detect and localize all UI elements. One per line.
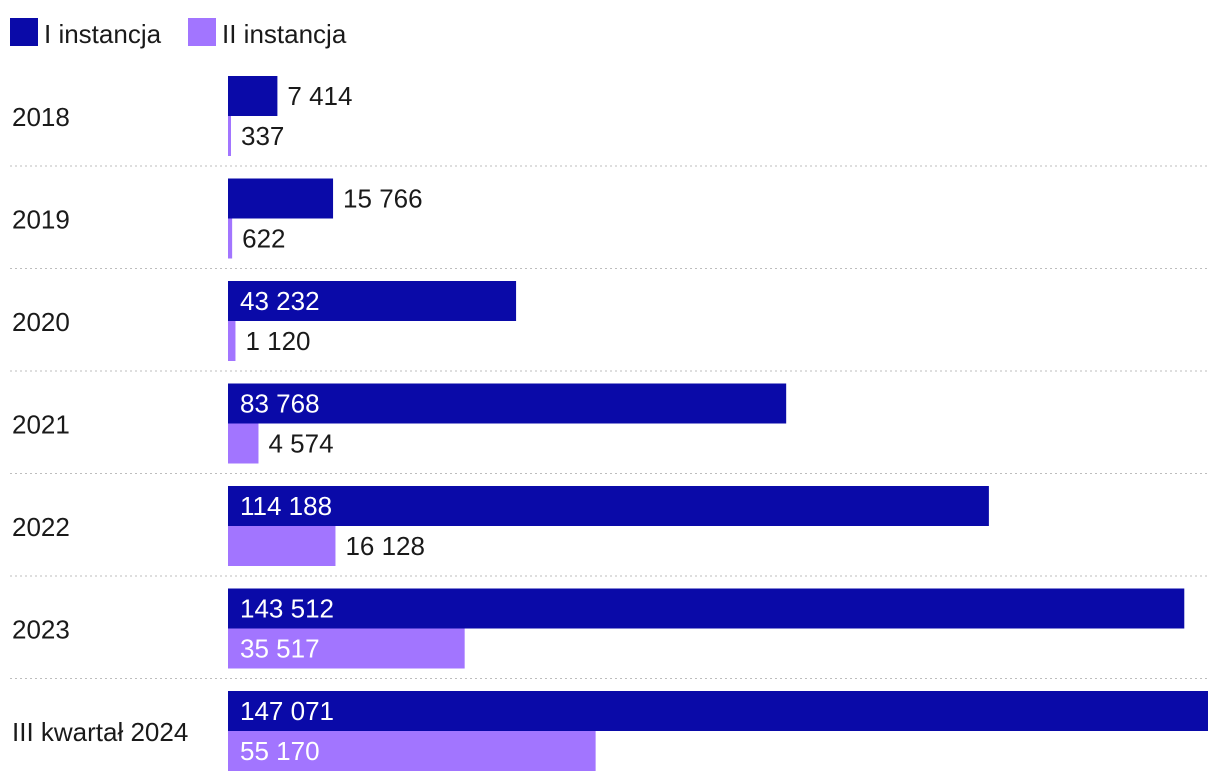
legend-label-series-1: I instancja xyxy=(44,19,162,49)
bar-row: 2022 114 188 16 128 xyxy=(10,473,1208,566)
bar-series-1 xyxy=(228,281,517,321)
category-label: III kwartał 2024 xyxy=(12,717,188,747)
category-label: 2019 xyxy=(12,205,70,235)
data-label: 43 232 xyxy=(240,286,320,316)
data-label: 147 071 xyxy=(240,696,334,726)
data-label: 143 512 xyxy=(240,594,334,624)
data-label: 15 766 xyxy=(343,184,423,214)
bar-row: 2020 43 232 1 120 xyxy=(10,268,1208,361)
data-label: 16 128 xyxy=(345,531,425,561)
bar-series-1 xyxy=(228,383,787,424)
data-label: 7 414 xyxy=(287,81,352,111)
data-label: 4 574 xyxy=(268,429,333,459)
bar-row: 2019 15 766 622 xyxy=(10,165,1208,259)
category-label: 2023 xyxy=(12,615,70,645)
bar-series-1 xyxy=(228,588,1185,629)
data-label: 55 170 xyxy=(240,736,320,766)
category-label: 2018 xyxy=(12,102,70,132)
bar-series-1 xyxy=(228,486,989,526)
data-label: 622 xyxy=(242,224,285,254)
bar-series-2 xyxy=(228,526,336,566)
category-label: 2021 xyxy=(12,410,70,440)
data-label: 337 xyxy=(241,121,284,151)
bar-series-2 xyxy=(228,628,465,669)
data-label: 35 517 xyxy=(240,634,320,664)
bar-series-1 xyxy=(228,691,1208,731)
bar-series-1 xyxy=(228,178,334,219)
bar-series-2 xyxy=(228,321,236,361)
data-label: 1 120 xyxy=(245,326,310,356)
data-label: 114 188 xyxy=(240,491,332,521)
bar-series-2 xyxy=(228,218,233,259)
legend-swatch-series-2 xyxy=(188,18,216,46)
data-label: 83 768 xyxy=(240,389,320,419)
bar-row: 2023 143 512 35 517 xyxy=(10,575,1208,669)
bar-row: 2021 83 768 4 574 xyxy=(10,370,1208,464)
legend-label-series-2: II instancja xyxy=(222,19,347,49)
bar-series-2 xyxy=(228,116,231,156)
legend-swatch-series-1 xyxy=(10,18,38,46)
bar-row: III kwartał 2024 147 071 55 170 xyxy=(10,678,1208,771)
bar-series-1 xyxy=(228,76,278,116)
bar-series-2 xyxy=(228,731,596,771)
category-label: 2020 xyxy=(12,307,70,337)
bar-series-2 xyxy=(228,423,259,464)
category-label: 2022 xyxy=(12,512,70,542)
legend: I instancja II instancja xyxy=(10,18,347,49)
